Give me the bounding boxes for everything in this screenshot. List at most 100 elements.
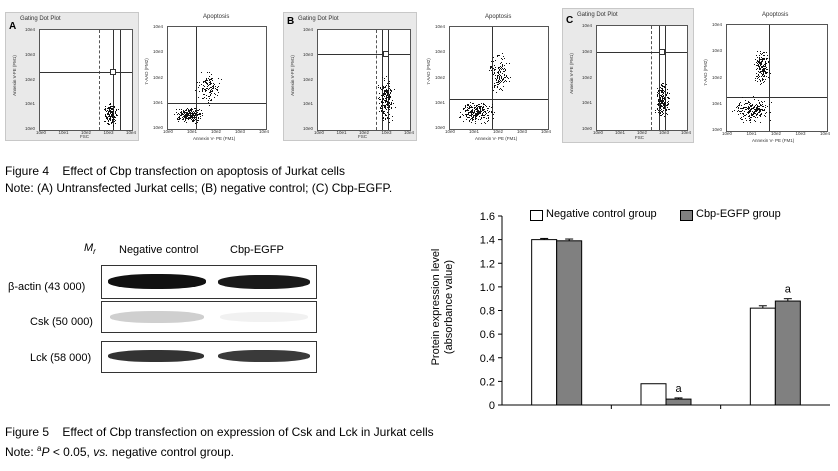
cell-event-dot: [389, 103, 391, 105]
cell-event-dot: [384, 90, 386, 92]
cell-event-dot: [378, 84, 380, 86]
cell-event-dot: [111, 112, 113, 114]
cell-event-dot: [111, 109, 113, 111]
cell-event-dot: [199, 112, 201, 114]
cell-event-dot: [502, 81, 504, 83]
cell-event-dot: [665, 89, 666, 91]
cell-event-dot: [387, 82, 389, 84]
cell-event-dot: [475, 117, 477, 119]
cell-event-dot: [201, 89, 203, 91]
cell-event-dot: [477, 109, 479, 111]
cell-event-dot: [466, 113, 468, 115]
cell-event-dot: [474, 110, 476, 112]
plot-area: [449, 26, 549, 130]
cell-event-dot: [762, 59, 764, 61]
bar-negative-control: [531, 239, 558, 406]
cell-event-dot: [768, 69, 770, 71]
note-mid: < 0.05,: [49, 445, 94, 459]
cell-event-dot: [659, 104, 661, 106]
cell-event-dot: [467, 112, 469, 114]
cell-event-dot: [191, 111, 193, 113]
cell-event-dot: [750, 110, 752, 112]
cell-event-dot: [205, 98, 207, 100]
cell-event-dot: [755, 110, 757, 112]
cell-event-dot: [658, 99, 660, 101]
cell-event-dot: [758, 55, 760, 57]
cell-event-dot: [218, 77, 220, 79]
cell-event-dot: [498, 75, 500, 77]
cell-event-dot: [105, 114, 107, 116]
cell-event-dot: [203, 85, 205, 87]
cell-event-dot: [207, 86, 209, 88]
cell-event-dot: [189, 115, 191, 117]
cell-event-dot: [758, 69, 760, 71]
cell-event-dot: [112, 114, 114, 116]
cell-event-dot: [665, 100, 667, 102]
cell-event-dot: [189, 114, 191, 116]
cell-event-dot: [176, 108, 178, 110]
cell-event-dot: [506, 77, 508, 79]
gate-marker: [383, 51, 389, 57]
cell-event-dot: [471, 117, 473, 119]
cell-event-dot: [756, 64, 758, 66]
cell-event-dot: [759, 61, 761, 63]
blot-row-actin: [101, 265, 317, 299]
cell-event-dot: [182, 112, 184, 114]
cell-event-dot: [741, 105, 743, 107]
cell-event-dot: [758, 60, 760, 62]
cell-event-dot: [658, 112, 660, 114]
cell-event-dot: [490, 69, 492, 71]
mr-text: M: [84, 242, 94, 254]
y-tick-label: 10e3: [435, 49, 446, 55]
cell-event-dot: [757, 50, 759, 52]
cell-event-dot: [758, 107, 760, 109]
cell-event-dot: [205, 88, 207, 90]
cell-event-dot: [503, 78, 505, 80]
cell-event-dot: [503, 69, 505, 71]
cell-event-dot: [742, 112, 744, 114]
cell-event-dot: [752, 113, 754, 115]
cell-event-dot: [765, 62, 767, 64]
cell-event-dot: [115, 113, 117, 115]
cell-event-dot: [667, 114, 669, 116]
cell-event-dot: [212, 82, 214, 84]
cell-event-dot: [463, 109, 465, 111]
cell-event-dot: [744, 117, 746, 119]
cell-event-dot: [660, 111, 662, 113]
x-tick-label: 10e0: [163, 129, 174, 134]
y-tick-label: 10e2: [712, 74, 723, 80]
cell-event-dot: [504, 70, 506, 72]
cell-event-dot: [502, 68, 504, 70]
cell-event-dot: [104, 116, 106, 118]
cell-event-dot: [211, 90, 213, 92]
x-tick-label: 10e2: [636, 130, 647, 135]
cell-event-dot: [750, 108, 752, 110]
cell-event-dot: [212, 79, 214, 81]
x-tick-label: 10e3: [234, 129, 245, 134]
protein-band: [108, 274, 206, 289]
cell-event-dot: [661, 105, 663, 107]
y-tick-label: 10e4: [303, 27, 314, 32]
cell-event-dot: [481, 112, 483, 114]
cell-event-dot: [191, 113, 193, 115]
cell-event-dot: [115, 112, 117, 114]
cell-event-dot: [182, 115, 184, 117]
cell-event-dot: [658, 91, 660, 93]
y-tick-label: 0.4: [480, 353, 495, 365]
x-tick-label: 10e3: [658, 130, 669, 135]
legend-label: Cbp-EGFP group: [696, 208, 781, 220]
cell-event-dot: [198, 114, 200, 116]
cell-event-dot: [389, 105, 391, 107]
cell-event-dot: [476, 112, 478, 114]
cell-event-dot: [664, 104, 666, 106]
cell-event-dot: [739, 108, 741, 110]
cell-event-dot: [744, 114, 746, 116]
x-axis-label: FSC: [635, 135, 644, 140]
cell-event-dot: [749, 115, 751, 117]
cell-event-dot: [104, 108, 106, 110]
cell-event-dot: [660, 89, 662, 91]
cell-event-dot: [103, 120, 105, 122]
cell-event-dot: [760, 71, 762, 73]
gate-x-line: [665, 26, 666, 130]
cell-event-dot: [192, 110, 194, 112]
